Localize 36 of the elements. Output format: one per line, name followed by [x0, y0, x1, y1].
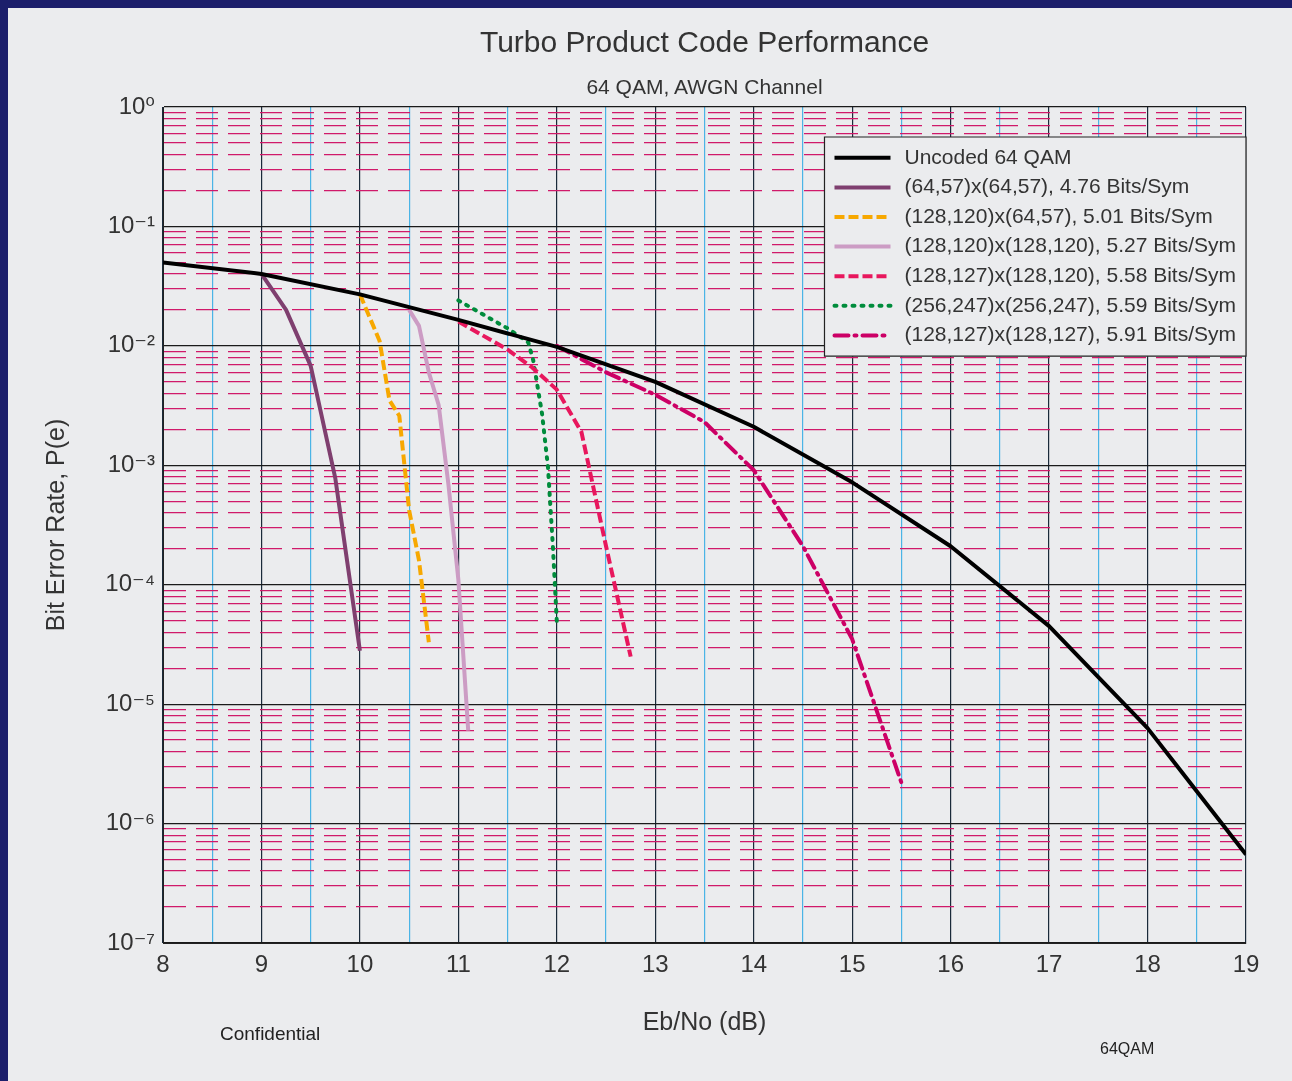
legend-label: (128,127)x(128,120), 5.58 Bits/Sym — [904, 263, 1237, 286]
x-axis-title: Eb/No (dB) — [642, 1007, 767, 1035]
legend-label: (128,120)x(128,120), 5.27 Bits/Sym — [904, 233, 1237, 257]
line-series — [456, 298, 559, 624]
line-series — [554, 343, 904, 785]
text: 64QAM — [1100, 1040, 1155, 1057]
x-tick-label: 13 — [641, 950, 669, 978]
legend-label: (128,120)x(64,57), 5.01 Bits/Sym — [904, 203, 1213, 227]
legend-label: (64,57)x(64,57), 4.76 Bits/Sym — [904, 174, 1190, 198]
legend-label: (256,247)x(256,247), 5.59 Bits/Sym — [904, 292, 1237, 316]
y-tick-label: 10⁻² — [107, 330, 155, 358]
x-tick-label: 12 — [543, 950, 571, 978]
x-tick-label: 9 — [254, 950, 269, 978]
y-tick-label: 10⁻⁴ — [105, 569, 155, 597]
x-tick-label: 14 — [740, 950, 768, 978]
x-tick-label: 16 — [937, 950, 964, 978]
x-tick-label: 11 — [445, 950, 471, 978]
x-tick-label: 17 — [1035, 950, 1063, 978]
y-tick-label: 10⁻⁶ — [105, 808, 155, 836]
text: Confidential — [220, 1023, 321, 1044]
x-tick-label: 19 — [1232, 950, 1260, 978]
chart-title: Turbo Product Code Performance — [479, 25, 930, 58]
legend-label: Uncoded 64 QAM — [904, 144, 1072, 168]
chart-subtitle: 64 QAM, AWGN Channel — [586, 75, 823, 98]
x-tick-label: 18 — [1134, 950, 1161, 978]
x-tick-label: 15 — [838, 950, 866, 978]
y-axis-title: Bit Error Rate, P(e) — [41, 418, 69, 632]
y-tick-label: 10⁻⁷ — [106, 927, 155, 955]
y-tick-label: 10⁻¹ — [107, 211, 155, 239]
y-tick-label: 10⁻⁵ — [105, 688, 155, 716]
x-tick-label: 8 — [156, 950, 170, 978]
y-tick-label: 10⁰ — [118, 91, 155, 119]
line-series — [456, 319, 633, 659]
y-tick-label: 10⁻³ — [107, 449, 155, 477]
legend-label: (128,127)x(128,127), 5.91 Bits/Sym — [904, 322, 1237, 346]
x-tick-label: 10 — [346, 950, 374, 978]
